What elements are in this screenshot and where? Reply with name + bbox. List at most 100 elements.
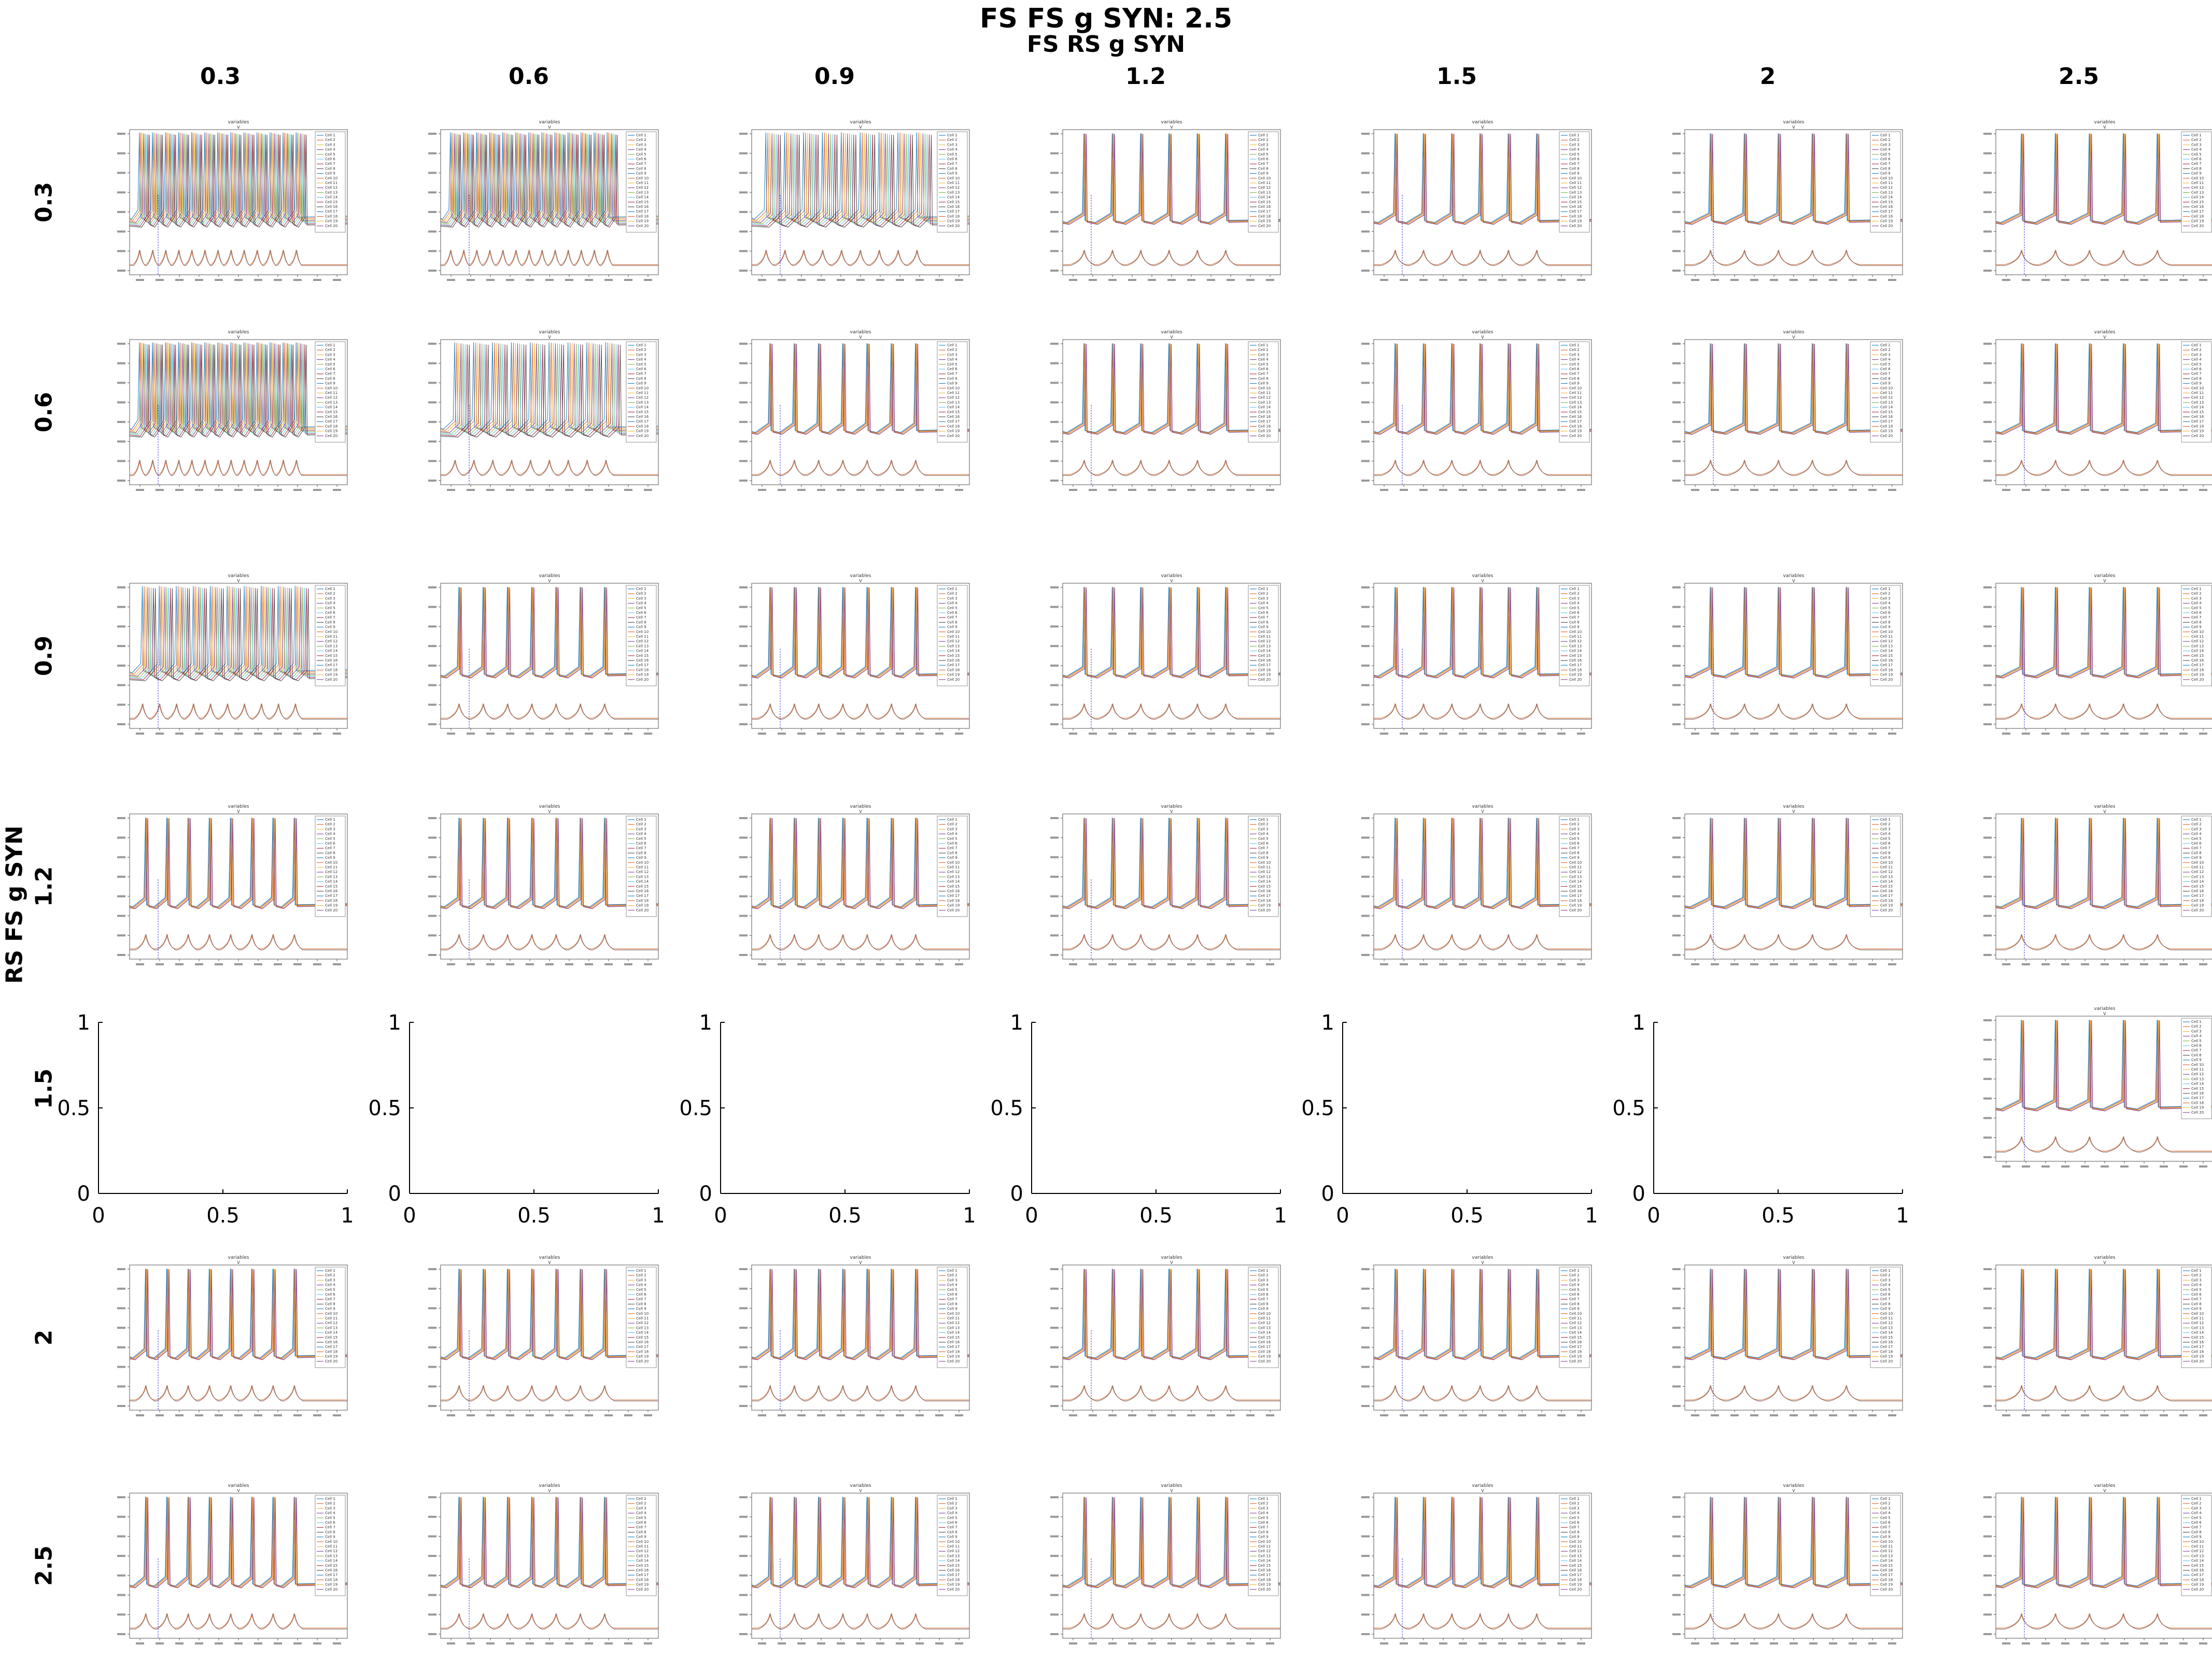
legend-entry: Cell 3 xyxy=(2191,827,2202,831)
legend-entry: Cell 18 xyxy=(325,898,337,903)
legend-entry: Cell 5 xyxy=(1569,152,1580,157)
legend-entry: Cell 18 xyxy=(636,1578,649,1582)
x-tick-label xyxy=(1108,1642,1117,1644)
y-tick-label xyxy=(1672,1633,1681,1635)
y-tick-label xyxy=(1983,401,1992,404)
legend-entry: Cell 17 xyxy=(636,1573,649,1577)
lower-trace xyxy=(752,704,969,720)
y-tick-label xyxy=(739,915,748,917)
x-tick-label xyxy=(175,1414,184,1416)
legend-entry: Cell 1 xyxy=(2191,818,2202,822)
lower-trace xyxy=(1063,704,1280,720)
legend-entry: Cell 18 xyxy=(325,668,337,672)
lower-trace xyxy=(1063,934,1280,949)
legend-entry: Cell 10 xyxy=(1880,176,1893,180)
legend-entry: Cell 17 xyxy=(636,894,649,898)
legend-entry: Cell 12 xyxy=(636,870,649,874)
legend-entry: Cell 17 xyxy=(2191,1573,2204,1577)
x-tick-label xyxy=(1380,733,1388,735)
x-tick-label xyxy=(156,963,164,965)
x-tick-label xyxy=(1790,733,1798,735)
y-tick-label: 0.5 xyxy=(368,1096,401,1120)
subplot-subtitle: V xyxy=(1170,1488,1173,1493)
legend-entry: Cell 1 xyxy=(636,587,646,591)
legend-entry: Cell 14 xyxy=(1880,649,1893,653)
voltage-trace xyxy=(751,133,970,223)
legend-entry: Cell 5 xyxy=(1569,362,1580,367)
x-tick-label xyxy=(2160,1642,2168,1644)
legend-entry: Cell 16 xyxy=(1258,658,1271,663)
legend-entry: Cell 10 xyxy=(2191,386,2204,390)
x-tick-label xyxy=(1711,733,1719,735)
legend-entry: Cell 14 xyxy=(1569,405,1582,410)
legend-entry: Cell 11 xyxy=(636,1316,649,1320)
legend-entry: Cell 10 xyxy=(1258,386,1271,390)
x-tick-label xyxy=(234,733,243,735)
x-tick-label xyxy=(215,489,223,491)
y-tick-label xyxy=(1672,1555,1681,1557)
legend-entry: Cell 12 xyxy=(947,396,960,400)
x-tick-label xyxy=(778,1642,786,1644)
legend-entry: Cell 14 xyxy=(636,405,649,410)
legend-entry: Cell 5 xyxy=(1258,606,1269,610)
legend-entry: Cell 12 xyxy=(1880,186,1893,190)
voltage-trace xyxy=(440,342,659,430)
legend-entry: Cell 7 xyxy=(2191,615,2202,620)
legend-entry: Cell 17 xyxy=(1569,419,1582,424)
y-tick-label xyxy=(1361,817,1370,819)
x-tick-label xyxy=(526,489,534,491)
y-tick-label xyxy=(1672,362,1681,364)
lower-trace xyxy=(1063,704,1280,719)
x-tick-label xyxy=(2101,279,2109,281)
legend-entry: Cell 9 xyxy=(1258,172,1269,176)
legend-entry: Cell 2 xyxy=(947,348,957,352)
subplot-title: variables xyxy=(1783,804,1805,809)
x-tick-label xyxy=(1400,733,1408,735)
legend-entry: Cell 4 xyxy=(636,1511,646,1515)
x-tick-label xyxy=(2179,1165,2188,1168)
legend-entry: Cell 11 xyxy=(1880,181,1893,185)
legend-entry: Cell 13 xyxy=(1569,400,1582,404)
legend-entry: Cell 1 xyxy=(325,818,335,822)
voltage-trace xyxy=(440,344,659,437)
subplot-axes xyxy=(1684,583,1903,729)
legend-entry: Cell 9 xyxy=(947,172,957,176)
y-tick-label xyxy=(117,1346,125,1348)
legend-entry: Cell 18 xyxy=(2191,214,2204,218)
legend-entry: Cell 11 xyxy=(636,635,649,639)
x-tick-label xyxy=(1069,733,1077,735)
voltage-trace xyxy=(1062,818,1281,909)
y-tick-label xyxy=(739,856,748,859)
legend-entry: Cell 13 xyxy=(636,644,649,648)
lower-trace xyxy=(1374,250,1591,265)
y-tick-label xyxy=(1672,1268,1681,1270)
legend-entry: Cell 12 xyxy=(1258,396,1271,400)
x-tick-label xyxy=(797,279,806,281)
y-tick-label xyxy=(428,684,436,686)
x-tick-label xyxy=(2179,963,2188,965)
legend-entry: Cell 17 xyxy=(636,419,649,424)
y-tick-label xyxy=(428,191,436,194)
y-tick-label xyxy=(1050,1594,1059,1596)
legend-entry: Cell 7 xyxy=(947,1525,957,1529)
legend-entry: Cell 2 xyxy=(1258,348,1269,352)
legend-entry: Cell 3 xyxy=(325,827,335,831)
lower-trace xyxy=(1374,1613,1591,1629)
y-tick-label xyxy=(1983,1366,1992,1368)
y-tick-label xyxy=(739,664,748,667)
legend-entry: Cell 3 xyxy=(1258,353,1269,357)
legend-entry: Cell 1 xyxy=(2191,133,2202,137)
x-tick-label: 1 xyxy=(1896,1204,1909,1228)
legend xyxy=(315,131,346,233)
legend-entry: Cell 12 xyxy=(1258,639,1271,643)
legend-entry: Cell 10 xyxy=(2191,1063,2204,1067)
y-tick-label xyxy=(1672,1287,1681,1290)
legend-entry: Cell 3 xyxy=(2191,596,2202,600)
x-tick-label xyxy=(1849,1414,1857,1416)
y-tick-label xyxy=(1672,230,1681,233)
legend-entry: Cell 2 xyxy=(2191,138,2202,142)
legend-entry: Cell 20 xyxy=(1880,678,1893,682)
x-tick-label xyxy=(1400,1414,1408,1416)
